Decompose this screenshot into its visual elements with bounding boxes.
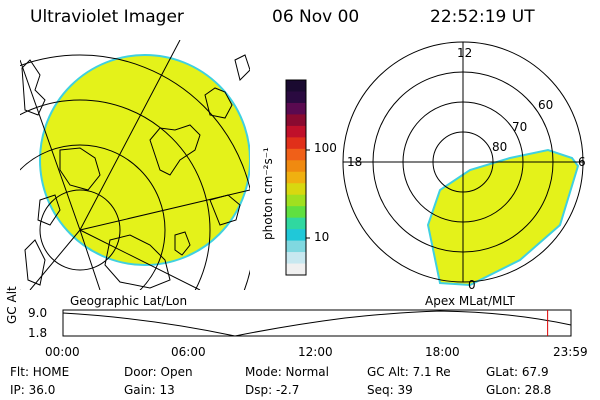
colorbar-segment	[286, 148, 306, 161]
info-flt: Flt: HOME	[10, 365, 70, 379]
date-label: 06 Nov 00	[272, 7, 360, 27]
colorbar-segment	[286, 125, 306, 138]
mlat-mlt-plot	[342, 41, 584, 287]
colorbar-segment	[286, 252, 306, 265]
colorbar-segment	[286, 206, 306, 219]
colorbar-segment	[286, 102, 306, 115]
info-glat: GLat: 67.9	[486, 365, 549, 379]
lat-lon-grid	[20, 40, 250, 290]
colorbar-segment	[286, 229, 306, 242]
timeline-y-max: 9.0	[28, 306, 48, 320]
mlt-label-6: 6	[578, 155, 586, 169]
info-seq: Seq: 39	[367, 383, 413, 397]
mlt-label-0: 0	[468, 278, 476, 292]
instrument-title: Ultraviolet Imager	[30, 7, 184, 27]
timeline-tick-0: 00:00	[45, 345, 80, 359]
colorbar-segment	[286, 171, 306, 184]
timeline-y-min: 1.8	[28, 326, 48, 340]
mlt-label-12: 12	[457, 46, 473, 60]
intensity-colorbar	[285, 79, 310, 276]
colorbar-segment	[286, 263, 306, 276]
info-door: Door: Open	[124, 365, 193, 379]
timeline-tick-3: 18:00	[425, 345, 460, 359]
timeline-tick-1: 06:00	[171, 345, 206, 359]
info-mode: Mode: Normal	[245, 365, 329, 379]
colorbar-segment	[286, 217, 306, 230]
colorbar-segment	[286, 91, 306, 104]
info-dsp: Dsp: -2.7	[245, 383, 300, 397]
timeline-tick-4: 23:59	[553, 345, 588, 359]
colorbar-segment	[286, 137, 306, 150]
mlt-label-18: 18	[347, 155, 363, 169]
colorbar-border	[285, 79, 307, 276]
colorbar-segment	[286, 183, 306, 196]
auroral-oval	[426, 148, 580, 287]
mlat-label-60: 60	[538, 98, 554, 112]
colorbar-segment	[286, 240, 306, 253]
info-gcalt: GC Alt: 7.1 Re	[367, 365, 451, 379]
info-ip: IP: 36.0	[10, 383, 56, 397]
time-label: 22:52:19 UT	[430, 7, 535, 27]
uv-image-disc	[39, 54, 250, 266]
colorbar-segment	[286, 80, 306, 92]
left-map-caption: Geographic Lat/Lon	[70, 294, 188, 308]
colorbar-segment	[286, 160, 306, 173]
colorbar-segment	[286, 114, 306, 127]
mlat-label-80: 80	[492, 140, 508, 154]
colorbar-segment	[286, 194, 306, 207]
timeline-tick-2: 12:00	[298, 345, 333, 359]
info-glon: GLon: 28.8	[486, 383, 552, 397]
right-map-caption: Apex MLat/MLT	[425, 294, 515, 308]
timeline-axis-title: GC Alt	[5, 286, 19, 324]
altitude-timeline	[62, 309, 572, 337]
colorbar-tick-10: 10	[314, 230, 330, 244]
mlat-label-70: 70	[512, 120, 528, 134]
colorbar-unit-label: photon cm⁻²s⁻¹	[261, 147, 275, 240]
coastlines	[21, 54, 250, 289]
info-gain: Gain: 13	[124, 383, 175, 397]
colorbar-tick-100: 100	[314, 141, 337, 155]
